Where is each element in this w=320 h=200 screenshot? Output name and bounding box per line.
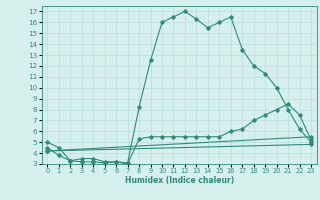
X-axis label: Humidex (Indice chaleur): Humidex (Indice chaleur) — [124, 176, 234, 185]
